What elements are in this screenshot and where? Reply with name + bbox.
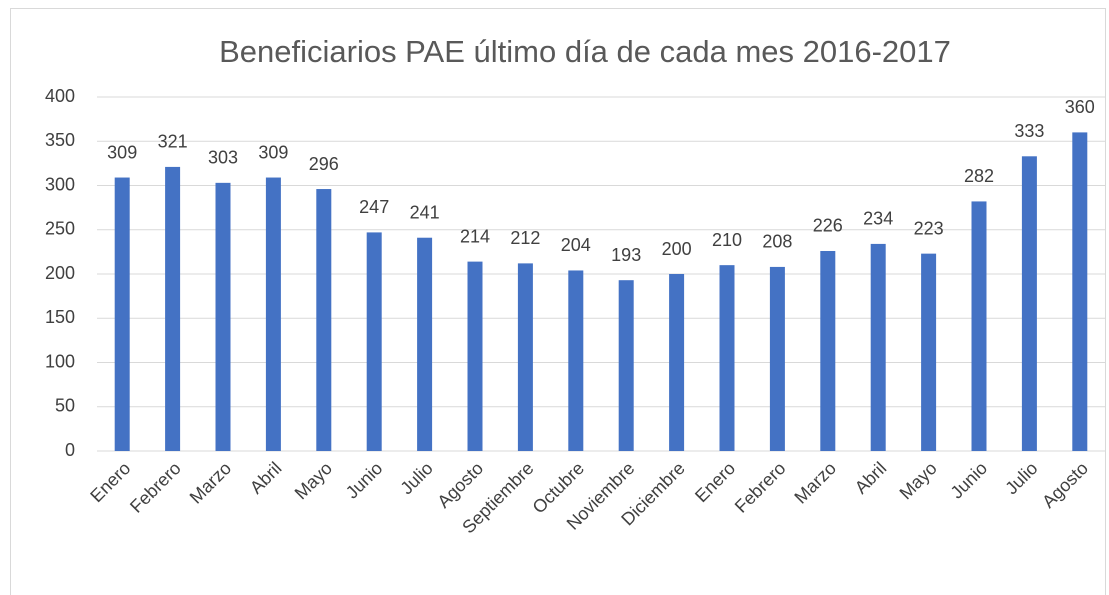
bar <box>769 266 785 451</box>
y-tick-label: 150 <box>45 307 75 327</box>
data-label: 282 <box>964 166 994 186</box>
y-tick-label: 200 <box>45 263 75 283</box>
bar <box>971 201 987 451</box>
bar <box>114 177 130 451</box>
bar <box>618 280 634 451</box>
bar <box>568 270 584 451</box>
data-label: 204 <box>561 235 591 255</box>
data-label: 241 <box>410 202 440 222</box>
data-label: 321 <box>158 132 188 152</box>
y-tick-label: 250 <box>45 219 75 239</box>
data-label: 309 <box>107 142 137 162</box>
data-label: 247 <box>359 197 389 217</box>
bar <box>165 166 181 452</box>
y-tick-label: 400 <box>45 86 75 106</box>
bar <box>467 261 483 451</box>
bar <box>1072 132 1088 451</box>
bar <box>366 232 382 451</box>
bar <box>669 274 685 451</box>
bar <box>265 177 281 451</box>
data-label: 234 <box>863 209 893 229</box>
bar <box>921 253 937 451</box>
bar <box>316 189 332 452</box>
bar <box>215 182 231 451</box>
data-label: 208 <box>762 232 792 252</box>
bar <box>517 263 533 451</box>
data-label: 303 <box>208 148 238 168</box>
data-label: 212 <box>510 228 540 248</box>
data-label: 333 <box>1014 121 1044 141</box>
data-label: 193 <box>611 245 641 265</box>
y-tick-label: 0 <box>65 440 75 460</box>
y-tick-label: 350 <box>45 130 75 150</box>
bar <box>1021 156 1037 452</box>
y-tick-label: 50 <box>55 396 75 416</box>
y-tick-label: 100 <box>45 351 75 371</box>
data-label: 210 <box>712 230 742 250</box>
y-tick-label: 300 <box>45 174 75 194</box>
data-label: 360 <box>1065 97 1095 117</box>
data-label: 200 <box>662 239 692 259</box>
data-label: 309 <box>258 142 288 162</box>
data-label: 226 <box>813 216 843 236</box>
bar <box>820 250 836 451</box>
data-label: 296 <box>309 154 339 174</box>
bar <box>417 237 433 451</box>
data-label: 214 <box>460 226 490 246</box>
chart-title: Beneficiarios PAE último día de cada mes… <box>219 34 951 69</box>
bar <box>719 265 735 451</box>
data-label: 223 <box>914 218 944 238</box>
bar <box>870 243 886 451</box>
